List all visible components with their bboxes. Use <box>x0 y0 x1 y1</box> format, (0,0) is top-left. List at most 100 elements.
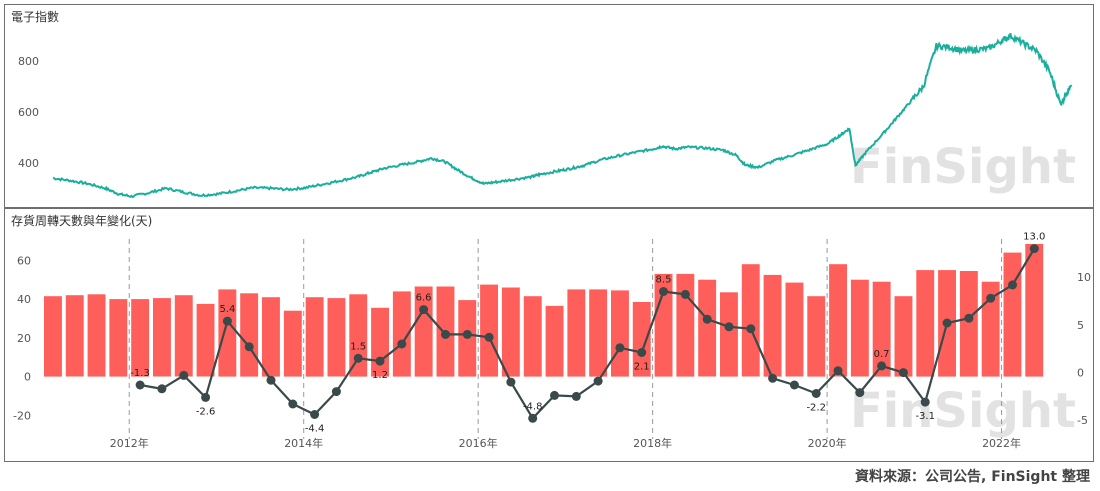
yoy-change-point <box>353 353 363 363</box>
bar <box>567 289 586 377</box>
yoy-change-point <box>702 314 712 324</box>
y-tick-label: 40 <box>17 293 31 306</box>
x-tick-label: 2022年 <box>982 436 1021 450</box>
bar <box>763 274 782 377</box>
bar <box>1003 252 1022 377</box>
yoy-change-point <box>135 380 145 390</box>
yoy-change-point <box>724 322 734 332</box>
bar <box>371 307 389 377</box>
yoy-change-point <box>789 380 799 390</box>
inventory-chart-title: 存貨周轉天數與年變化(天) <box>11 214 153 228</box>
bar <box>720 292 738 377</box>
bar <box>153 298 171 377</box>
data-label: -4.4 <box>305 424 325 435</box>
bar <box>262 297 280 377</box>
yoy-change-point <box>528 413 538 423</box>
bar <box>632 302 651 377</box>
yoy-change-point <box>986 293 996 303</box>
yoy-change-point <box>331 387 341 397</box>
yoy-change-point <box>571 391 581 401</box>
bar <box>916 270 935 377</box>
bar <box>589 289 608 377</box>
yoy-change-point <box>288 399 298 409</box>
y2-tick-label: 0 <box>1077 367 1084 380</box>
yoy-change-point <box>659 287 668 296</box>
yoy-change-point <box>266 375 276 385</box>
yoy-change-point <box>964 313 974 323</box>
watermark-text: FinSight <box>850 139 1076 195</box>
bar <box>392 291 411 377</box>
yoy-change-point <box>746 324 756 334</box>
data-label: -4.8 <box>523 401 543 412</box>
x-tick-label: 2016年 <box>459 436 498 450</box>
index-series-line <box>52 33 1073 199</box>
data-label: -3.1 <box>915 411 935 422</box>
stock-index-panel: 電子指數 FinSight 400 600 800 <box>4 4 1094 208</box>
yoy-change-point <box>244 342 254 352</box>
inventory-days-panel: 存貨周轉天數與年變化(天) FinSight 2012年 2014年 2016年 201… <box>4 208 1094 462</box>
yoy-change-point <box>833 366 843 376</box>
watermark-text: FinSight <box>850 383 1076 439</box>
data-label: 2.1 <box>634 362 650 373</box>
bar <box>611 290 629 377</box>
yoy-change-point <box>419 305 429 315</box>
yoy-change-point <box>375 356 385 366</box>
source-note: 資料來源：公司公告, FinSight 整理 <box>855 469 1090 485</box>
bar <box>174 295 193 377</box>
y-tick-label: 60 <box>17 254 31 267</box>
yoy-change-point <box>877 361 887 371</box>
yoy-change-point <box>942 318 952 328</box>
bar <box>698 279 717 377</box>
bar <box>131 299 150 377</box>
bar <box>305 297 324 377</box>
bar <box>829 264 847 377</box>
bar <box>959 271 978 377</box>
bar <box>872 281 891 377</box>
index-chart-title: 電子指數 <box>11 10 60 24</box>
bar <box>480 284 498 377</box>
yoy-change-point <box>680 289 690 299</box>
data-label: 1.5 <box>350 341 366 352</box>
yoy-change-point <box>506 377 516 387</box>
bar <box>65 295 84 377</box>
y2-tick-label: 5 <box>1077 319 1084 332</box>
y-tick-label: 20 <box>17 332 31 345</box>
data-label: -2.2 <box>806 403 826 414</box>
data-label: 13.0 <box>1023 232 1045 243</box>
bar <box>44 296 62 377</box>
bar <box>87 294 106 377</box>
bar <box>654 273 673 377</box>
yoy-change-point <box>441 329 450 339</box>
bar <box>501 287 520 377</box>
y2-tick-label: -5 <box>1077 414 1088 427</box>
yoy-change-point <box>1029 244 1039 254</box>
bar <box>283 310 302 377</box>
yoy-change-point <box>615 343 625 353</box>
bar <box>349 294 368 377</box>
bar <box>218 289 237 377</box>
yoy-change-point <box>179 370 189 380</box>
x-tick-label: 2014年 <box>284 436 323 450</box>
yoy-change-point <box>310 410 320 419</box>
bar <box>196 303 215 377</box>
data-label: 1.2 <box>372 370 388 381</box>
x-tick-label: 2018年 <box>633 436 672 450</box>
y-tick-label: 0 <box>24 371 31 384</box>
yoy-change-point <box>157 384 167 394</box>
bar <box>109 299 128 377</box>
x-tick-label: 2012年 <box>110 436 149 450</box>
y-tick-label: -20 <box>13 409 31 422</box>
yoy-change-point <box>898 368 908 378</box>
yoy-change-point <box>768 373 778 383</box>
bar <box>850 279 869 377</box>
data-label: 0.7 <box>874 349 890 360</box>
y-tick-label: 400 <box>18 157 39 170</box>
yoy-change-point <box>637 348 647 357</box>
yoy-change-point <box>593 376 603 386</box>
bar <box>240 293 259 377</box>
yoy-change-point <box>550 390 559 400</box>
bar <box>981 281 1000 377</box>
yoy-change-point <box>855 388 865 398</box>
bar <box>1025 243 1044 377</box>
yoy-change-point <box>811 389 821 398</box>
